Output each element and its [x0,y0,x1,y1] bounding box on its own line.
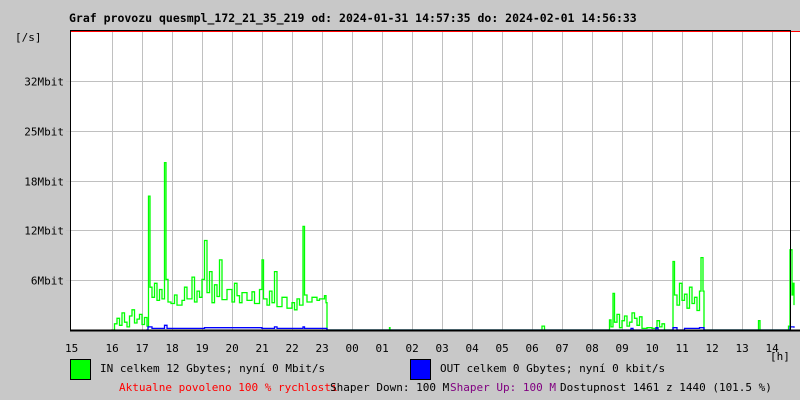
x-tick-label: 01 [376,342,389,355]
shaper-up-text: Shaper Up: 100 M [450,381,556,394]
availability-text: Dostupnost 1461 z 1440 (101.5 %) [560,381,772,394]
x-tick-label: 18 [166,342,179,355]
x-tick-label: 21 [256,342,269,355]
y-axis-unit: [/s] [15,31,42,44]
x-tick-label: 07 [556,342,569,355]
chart-title: Graf provozu quesmpl_172_21_35_219 od: 2… [69,11,637,25]
in-legend-text: IN celkem 12 Gbytes; nyní 0 Mbit/s [100,362,326,375]
y-tick-label: 12Mbit [24,225,64,238]
x-tick-label: 14 [766,342,780,355]
shaper-down-text: Shaper Down: 100 M [330,381,450,394]
x-tick-label: 20 [226,342,239,355]
x-tick-label: 15 [65,342,78,355]
x-tick-label: 09 [616,342,629,355]
x-tick-label: 05 [496,342,509,355]
x-tick-label: 00 [346,342,359,355]
x-tick-label: 10 [646,342,659,355]
x-tick-label: 16 [106,342,119,355]
grid [66,31,800,330]
y-tick-label: 25Mbit [24,126,64,139]
x-tick-label: 03 [436,342,449,355]
x-tick-label: 22 [286,342,299,355]
allowed-speed-text: Aktualne povoleno 100 % rychlosti [119,381,338,394]
x-tick-label: 02 [406,342,419,355]
y-tick-label: 18Mbit [24,176,64,189]
x-tick-label: 04 [466,342,480,355]
y-tick-label: 32Mbit [24,76,64,89]
x-tick-label: 11 [676,342,689,355]
x-tick-label: 23 [316,342,329,355]
x-tick-label: 12 [706,342,719,355]
y-tick-label: 6Mbit [31,275,64,288]
plot-area [70,31,800,330]
x-tick-label: 06 [526,342,539,355]
series-in-line [111,161,795,331]
axis-labels: 15 16 17 18 19 20 21 22 23 00 01 02 03 04 05 06 07 08 09 10… [24,76,779,356]
x-tick-label: 19 [196,342,209,355]
out-legend-swatch [410,359,431,380]
x-axis-unit: [h] [770,350,790,363]
in-legend-swatch [70,359,91,380]
x-tick-label: 17 [136,342,149,355]
x-tick-label: 13 [736,342,749,355]
x-tick-label: 08 [586,342,599,355]
out-legend-text: OUT celkem 0 Gbytes; nyní 0 kbit/s [440,362,666,375]
